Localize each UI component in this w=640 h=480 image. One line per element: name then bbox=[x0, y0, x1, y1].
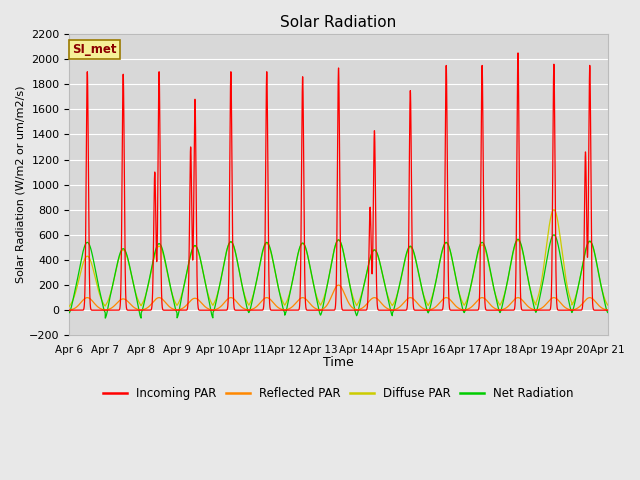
Incoming PAR bbox=[180, 307, 188, 313]
Net Radiation bbox=[65, 310, 73, 315]
Incoming PAR bbox=[388, 307, 396, 313]
Incoming PAR bbox=[65, 307, 73, 313]
Diffuse PAR bbox=[65, 303, 73, 309]
Reflected PAR bbox=[413, 300, 420, 305]
Incoming PAR bbox=[413, 307, 420, 313]
Diffuse PAR bbox=[180, 281, 188, 287]
Reflected PAR bbox=[175, 307, 183, 312]
Diffuse PAR bbox=[604, 302, 612, 308]
Legend: Incoming PAR, Reflected PAR, Diffuse PAR, Net Radiation: Incoming PAR, Reflected PAR, Diffuse PAR… bbox=[99, 382, 579, 405]
Net Radiation bbox=[102, 315, 109, 321]
Reflected PAR bbox=[267, 297, 275, 303]
Diffuse PAR bbox=[602, 299, 610, 304]
Incoming PAR bbox=[490, 307, 497, 313]
Line: Reflected PAR: Reflected PAR bbox=[69, 285, 608, 310]
Reflected PAR bbox=[490, 304, 497, 310]
Diffuse PAR bbox=[413, 262, 420, 268]
Reflected PAR bbox=[335, 282, 342, 288]
Net Radiation bbox=[490, 282, 497, 288]
Incoming PAR bbox=[604, 307, 612, 313]
Diffuse PAR bbox=[267, 249, 275, 255]
Diffuse PAR bbox=[550, 207, 557, 213]
Incoming PAR bbox=[602, 307, 610, 313]
Y-axis label: Solar Radiation (W/m2 or um/m2/s): Solar Radiation (W/m2 or um/m2/s) bbox=[15, 86, 25, 283]
Net Radiation bbox=[602, 305, 610, 311]
Line: Net Radiation: Net Radiation bbox=[69, 235, 608, 318]
Incoming PAR bbox=[175, 307, 182, 313]
Line: Incoming PAR: Incoming PAR bbox=[69, 53, 608, 310]
Reflected PAR bbox=[602, 307, 610, 312]
Reflected PAR bbox=[180, 304, 188, 310]
Incoming PAR bbox=[267, 307, 275, 313]
Net Radiation bbox=[413, 262, 420, 267]
Net Radiation bbox=[604, 310, 612, 315]
Title: Solar Radiation: Solar Radiation bbox=[280, 15, 397, 30]
X-axis label: Time: Time bbox=[323, 357, 354, 370]
Net Radiation bbox=[175, 309, 183, 314]
Reflected PAR bbox=[102, 307, 109, 313]
Line: Diffuse PAR: Diffuse PAR bbox=[69, 210, 608, 306]
Diffuse PAR bbox=[490, 283, 497, 288]
Incoming PAR bbox=[514, 50, 522, 56]
Net Radiation bbox=[267, 249, 275, 254]
Net Radiation bbox=[180, 280, 188, 286]
Text: SI_met: SI_met bbox=[72, 43, 116, 56]
Diffuse PAR bbox=[175, 300, 182, 305]
Net Radiation bbox=[550, 232, 557, 238]
Reflected PAR bbox=[65, 307, 73, 313]
Reflected PAR bbox=[604, 307, 612, 313]
